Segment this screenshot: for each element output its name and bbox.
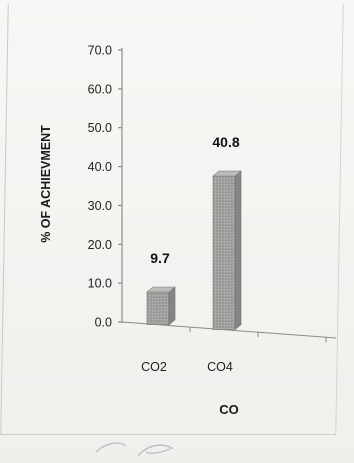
- y-tick-label: 60.0: [88, 82, 112, 96]
- y-tick-label: 20.0: [88, 238, 112, 252]
- y-tick-label: 30.0: [88, 199, 112, 213]
- signature-scribble: [95, 442, 174, 457]
- y-tick-label: 40.0: [88, 160, 112, 174]
- bar-co2: [146, 286, 176, 326]
- y-axis-title: % OF ACHIEVMENT: [39, 125, 53, 243]
- x-tick-label: CO2: [141, 360, 167, 374]
- bars: [146, 170, 242, 331]
- bar-co4: [212, 170, 242, 331]
- x-axis-title: CO: [219, 402, 239, 417]
- y-axis-ticks: 0.0 10.0 20.0 30.0 40.0 50.0 60.0 70.0: [88, 44, 122, 330]
- data-label: 40.8: [212, 134, 239, 150]
- y-tick-label: 10.0: [88, 277, 112, 291]
- y-tick-label: 50.0: [88, 121, 112, 135]
- y-tick-label: 0.0: [95, 316, 112, 330]
- x-tick-label: CO4: [207, 360, 233, 374]
- x-axis-ticks: CO2 CO4: [141, 327, 327, 374]
- data-labels: 9.7 40.8: [150, 134, 240, 266]
- y-tick-label: 70.0: [88, 44, 112, 58]
- data-label: 9.7: [150, 250, 170, 266]
